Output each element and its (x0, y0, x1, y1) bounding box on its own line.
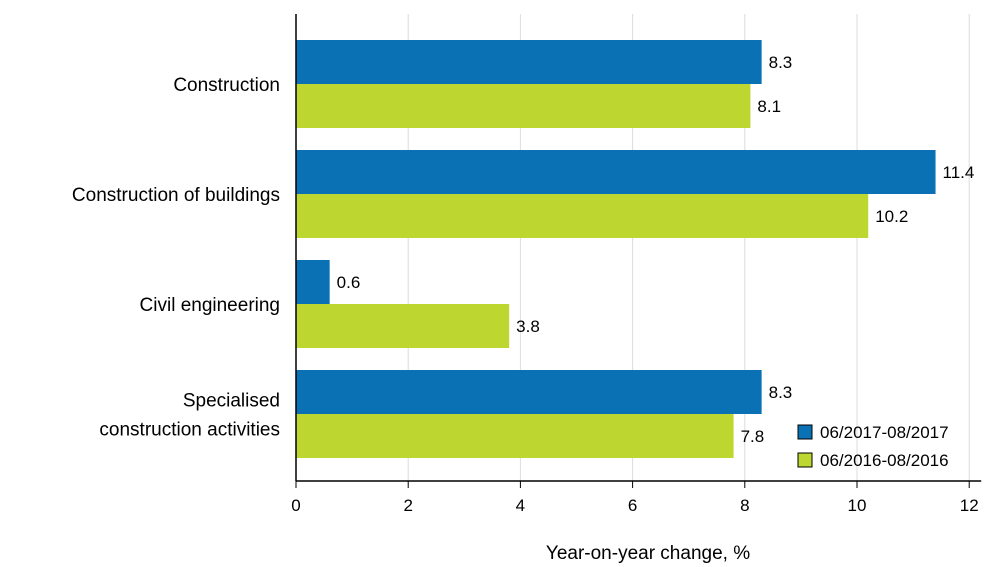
tick-label-1: 2 (403, 496, 412, 515)
bar-2-0 (296, 260, 330, 304)
category-label-3-1: construction activities (99, 420, 280, 441)
category-label-2-0: Civil engineering (140, 295, 280, 316)
bar-1-1 (296, 194, 869, 238)
x-axis-ticks: 0 2 4 6 8 10 12 (291, 481, 979, 515)
value-label-2-1: 3.8 (516, 317, 540, 336)
value-labels: 8.3 8.1 11.4 10.2 0.6 3.8 8.3 7.8 (337, 53, 975, 446)
bar-0-0 (296, 40, 762, 84)
x-axis-title: Year-on-year change, % (546, 543, 750, 564)
value-label-3-1: 7.8 (741, 427, 765, 446)
bars (296, 40, 936, 458)
category-label-3-0: Specialised (183, 391, 280, 412)
value-label-0-0: 8.3 (769, 53, 793, 72)
tick-label-6: 12 (960, 496, 979, 515)
tick-label-4: 8 (740, 496, 749, 515)
bar-3-0 (296, 370, 762, 414)
value-label-0-1: 8.1 (757, 97, 781, 116)
bar-3-1 (296, 414, 734, 458)
tick-label-3: 6 (628, 496, 637, 515)
value-label-3-0: 8.3 (769, 383, 793, 402)
category-labels: Construction Construction of buildings Civ… (72, 75, 280, 441)
tick-label-5: 10 (848, 496, 867, 515)
legend-label-1: 06/2016-08/2016 (820, 451, 949, 470)
bar-0-1 (296, 84, 751, 128)
category-label-0-0: Construction (173, 75, 280, 96)
tick-label-2: 4 (516, 496, 525, 515)
bar-2-1 (296, 304, 510, 348)
legend-swatch-1 (797, 452, 813, 468)
category-label-1-0: Construction of buildings (72, 185, 280, 206)
legend: 06/2017-08/2017 06/2016-08/2016 (797, 423, 949, 470)
value-label-2-0: 0.6 (337, 273, 361, 292)
tick-label-0: 0 (291, 496, 300, 515)
value-label-1-0: 11.4 (943, 163, 975, 182)
legend-swatch-0 (797, 424, 813, 440)
legend-label-0: 06/2017-08/2017 (820, 423, 949, 442)
bar-1-0 (296, 150, 936, 194)
value-label-1-1: 10.2 (875, 207, 908, 226)
